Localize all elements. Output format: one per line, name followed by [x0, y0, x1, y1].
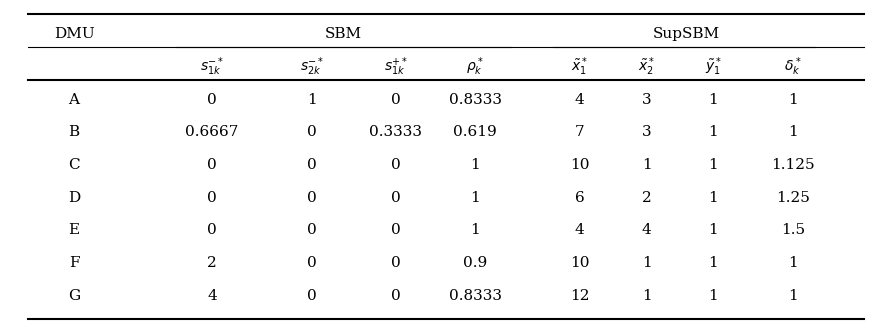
- Text: 2: 2: [207, 256, 217, 270]
- Text: 4: 4: [574, 223, 584, 238]
- Text: 1: 1: [708, 158, 718, 172]
- Text: 10: 10: [570, 256, 590, 270]
- Text: 1: 1: [708, 92, 718, 107]
- Text: DMU: DMU: [54, 27, 95, 41]
- Text: 0: 0: [308, 289, 318, 303]
- Text: G: G: [68, 289, 80, 303]
- Text: 6: 6: [574, 191, 584, 205]
- Text: 7: 7: [575, 125, 584, 139]
- Text: 0.8333: 0.8333: [449, 92, 502, 107]
- Text: 1: 1: [708, 191, 718, 205]
- Text: 1: 1: [641, 289, 651, 303]
- Text: 0.8333: 0.8333: [449, 289, 502, 303]
- Text: 0: 0: [308, 256, 318, 270]
- Text: $\tilde{x}_1^*$: $\tilde{x}_1^*$: [571, 55, 589, 78]
- Text: 0: 0: [207, 158, 217, 172]
- Text: 0.9: 0.9: [463, 256, 487, 270]
- Text: 0.619: 0.619: [453, 125, 497, 139]
- Text: 0: 0: [207, 223, 217, 238]
- Text: C: C: [68, 158, 80, 172]
- Text: 0: 0: [308, 125, 318, 139]
- Text: $\tilde{y}_1^*$: $\tilde{y}_1^*$: [705, 55, 722, 78]
- Text: 1: 1: [641, 158, 651, 172]
- Text: F: F: [69, 256, 79, 270]
- Text: 0: 0: [308, 158, 318, 172]
- Text: 0: 0: [391, 92, 401, 107]
- Text: 3: 3: [642, 125, 651, 139]
- Text: 0: 0: [391, 191, 401, 205]
- Text: 0.3333: 0.3333: [369, 125, 422, 139]
- Text: D: D: [68, 191, 80, 205]
- Text: 4: 4: [207, 289, 217, 303]
- Text: $s_{1k}^{-*}$: $s_{1k}^{-*}$: [200, 55, 224, 78]
- Text: 0: 0: [391, 223, 401, 238]
- Text: 1: 1: [788, 125, 797, 139]
- Text: 3: 3: [642, 92, 651, 107]
- Text: $\rho_k^*$: $\rho_k^*$: [467, 55, 484, 78]
- Text: $\tilde{x}_2^*$: $\tilde{x}_2^*$: [638, 55, 655, 78]
- Text: 1: 1: [708, 223, 718, 238]
- Text: 0: 0: [207, 92, 217, 107]
- Text: 1: 1: [641, 256, 651, 270]
- Text: SBM: SBM: [325, 27, 362, 41]
- Text: 4: 4: [641, 223, 651, 238]
- Text: 0: 0: [308, 191, 318, 205]
- Text: 1.25: 1.25: [776, 191, 810, 205]
- Text: 10: 10: [570, 158, 590, 172]
- Text: 1: 1: [708, 289, 718, 303]
- Text: 0: 0: [391, 158, 401, 172]
- Text: 0: 0: [308, 223, 318, 238]
- Text: 1: 1: [470, 191, 480, 205]
- Text: $\delta_k^*$: $\delta_k^*$: [784, 55, 802, 78]
- Text: 12: 12: [570, 289, 590, 303]
- Text: $s_{2k}^{-*}$: $s_{2k}^{-*}$: [300, 55, 325, 78]
- Text: 1: 1: [788, 289, 797, 303]
- Text: 2: 2: [641, 191, 651, 205]
- Text: 0.6667: 0.6667: [186, 125, 239, 139]
- Text: 1: 1: [308, 92, 318, 107]
- Text: 1: 1: [708, 256, 718, 270]
- Text: SupSBM: SupSBM: [653, 27, 720, 41]
- Text: 0: 0: [207, 191, 217, 205]
- Text: 1.5: 1.5: [780, 223, 805, 238]
- Text: 0: 0: [391, 256, 401, 270]
- Text: 1: 1: [788, 92, 797, 107]
- Text: B: B: [69, 125, 79, 139]
- Text: 1: 1: [470, 223, 480, 238]
- Text: 1.125: 1.125: [771, 158, 814, 172]
- Text: $s_{1k}^{+*}$: $s_{1k}^{+*}$: [384, 55, 408, 78]
- Text: 4: 4: [574, 92, 584, 107]
- Text: 1: 1: [708, 125, 718, 139]
- Text: A: A: [69, 92, 79, 107]
- Text: 0: 0: [391, 289, 401, 303]
- Text: E: E: [69, 223, 79, 238]
- Text: 1: 1: [470, 158, 480, 172]
- Text: 1: 1: [788, 256, 797, 270]
